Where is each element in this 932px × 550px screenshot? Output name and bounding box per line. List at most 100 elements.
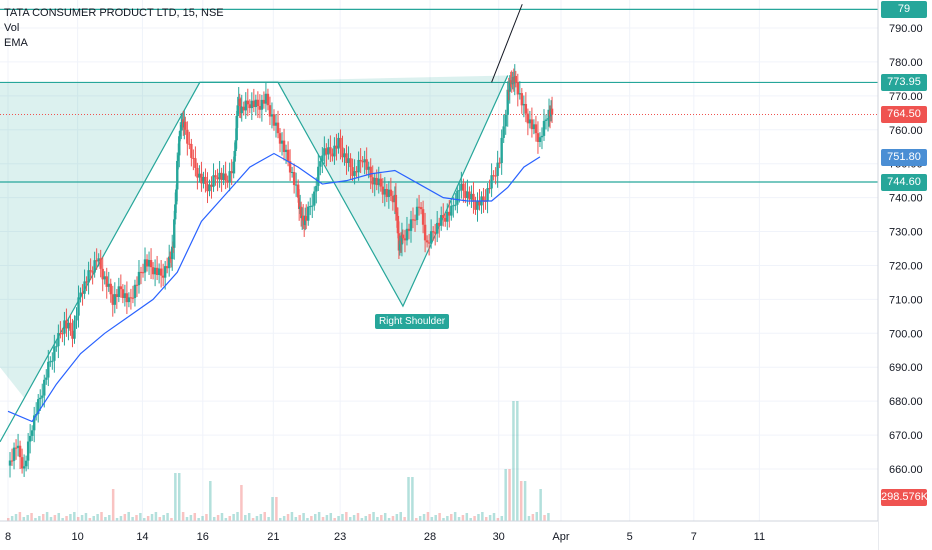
candle-body	[232, 161, 235, 174]
candle-body	[294, 184, 298, 186]
candle-body	[371, 177, 374, 185]
candle-body	[24, 460, 28, 467]
volume-bar	[325, 515, 329, 521]
candle-body	[141, 272, 145, 274]
candle-body	[520, 93, 524, 106]
candle-body	[490, 175, 493, 189]
volume-bar	[504, 469, 507, 521]
candle-body	[349, 158, 352, 168]
ema-indicator-label[interactable]: EMA	[4, 37, 28, 49]
candle-body	[188, 143, 191, 145]
candle-body	[460, 183, 463, 191]
volume-bar	[356, 513, 360, 521]
volume-bar	[34, 518, 37, 521]
candle-body	[214, 175, 217, 178]
candle-body	[321, 155, 324, 162]
volume-bar	[345, 512, 348, 521]
candle-body	[307, 206, 310, 221]
candle-body	[319, 161, 322, 167]
candle-body	[212, 175, 215, 187]
candle-body	[218, 172, 221, 180]
candle-body	[135, 284, 139, 286]
candle-body	[224, 173, 227, 181]
candle-body	[544, 119, 548, 121]
candle-body	[240, 106, 243, 114]
volume-bar	[310, 516, 313, 521]
volume-bar	[228, 516, 232, 521]
volume-bar	[224, 518, 228, 521]
candle-body	[425, 240, 429, 243]
candle-body	[244, 100, 247, 111]
volume-bar	[450, 514, 453, 521]
volume-bar	[57, 513, 61, 521]
volume-bar	[523, 481, 527, 521]
volume-bar	[263, 512, 266, 521]
candle-body	[250, 100, 254, 109]
candle-body	[337, 137, 340, 149]
candle-body	[242, 106, 245, 111]
volume-bar	[22, 517, 26, 521]
y-tick-label: 660.00	[889, 464, 923, 476]
candle-body	[198, 173, 201, 178]
candle-body	[180, 125, 183, 131]
price-tag: 751.80	[881, 149, 927, 167]
candle-body	[327, 147, 330, 155]
candle-body	[538, 137, 542, 142]
candle-body	[341, 147, 344, 158]
candle-body	[509, 80, 512, 83]
candle-body	[109, 283, 112, 295]
candle-body	[373, 177, 376, 185]
candle-body	[296, 184, 300, 198]
volume-bar	[201, 516, 204, 521]
right-shoulder-label[interactable]: Right Shoulder	[374, 314, 450, 330]
candle-body	[49, 361, 52, 363]
candle-body	[474, 201, 477, 210]
volume-bar	[391, 516, 395, 521]
price-tag: 764.50	[881, 106, 927, 123]
candle-body	[137, 271, 141, 286]
candle-body	[530, 119, 534, 130]
candle-body	[355, 171, 358, 173]
candle-body	[450, 205, 453, 216]
volume-bar	[407, 477, 410, 521]
volume-bar	[181, 512, 185, 521]
candle-body	[97, 258, 100, 262]
candle-body	[115, 294, 119, 298]
volume-bar	[65, 516, 68, 521]
volume-bar	[333, 518, 336, 521]
candle-body	[290, 172, 294, 174]
candle-body	[139, 271, 143, 273]
x-tick-label: 28	[424, 531, 436, 543]
volume-bar	[69, 514, 72, 521]
x-tick-label: 23	[334, 531, 346, 543]
candle-body	[143, 259, 147, 273]
volume-bar	[496, 518, 500, 521]
volume-bar	[30, 513, 33, 521]
volume-bar	[111, 489, 115, 521]
volume-bar	[247, 513, 251, 521]
volume-bar	[395, 514, 399, 521]
volume-indicator-label[interactable]: Vol	[4, 22, 20, 34]
candle-body	[179, 130, 182, 137]
x-tick-label: 8	[5, 531, 11, 543]
volume-bar	[488, 515, 492, 521]
candle-body	[375, 177, 378, 186]
candle-body	[43, 379, 46, 396]
candle-body	[184, 121, 187, 130]
volume-bar	[150, 514, 154, 521]
candle-body	[415, 206, 419, 221]
candle-body	[63, 320, 66, 334]
volume-bar	[146, 516, 150, 521]
volume-bar	[341, 514, 344, 521]
candle-body	[53, 346, 56, 361]
candle-body	[407, 228, 411, 231]
volume-bar	[302, 513, 305, 521]
candle-body	[117, 286, 121, 298]
y-tick-label: 790.00	[889, 23, 923, 35]
volume-bar	[426, 512, 430, 521]
candle-body	[192, 157, 195, 159]
volume-bar	[329, 513, 333, 521]
candle-body	[266, 93, 270, 106]
candle-body	[155, 267, 159, 275]
